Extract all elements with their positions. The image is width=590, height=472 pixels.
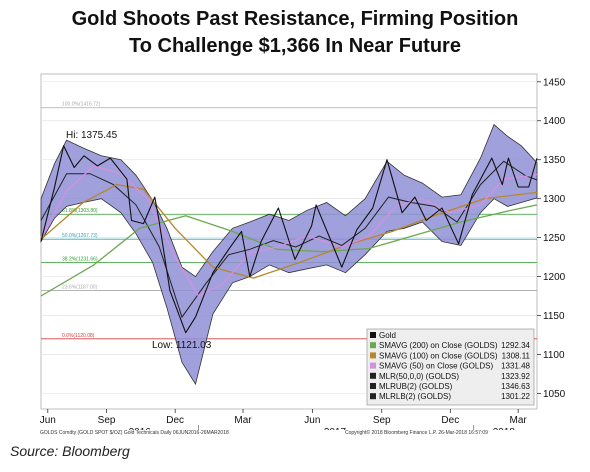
legend-value-2: 1308.11 (502, 351, 531, 360)
legend-box (366, 328, 535, 406)
y-axis: 1050 1100 1150 1200 1250 1300 1350 1400 1450 (537, 77, 566, 400)
y-tick-label-1100: 1100 (543, 350, 565, 361)
y-tick-label-1300: 1300 (543, 194, 566, 205)
fib-label-0: 100.0%(1416.72) (62, 102, 101, 108)
legend-label-3: SMAVG (50) on Close (GOLDS) (379, 362, 493, 371)
y-tick-label-1450: 1450 (543, 77, 566, 88)
legend-value-6: 1301.22 (501, 392, 530, 401)
mlr-band (40, 123, 538, 386)
x-tick-label-7: Mar (510, 415, 528, 426)
fib-label-3: 38.2%(1231.66) (62, 257, 98, 263)
legend-swatch-3 (370, 362, 376, 369)
y-tick-label-1200: 1200 (543, 272, 566, 283)
annotation-0: Hi: 1375.45 (66, 130, 118, 141)
legend-label-6: MLRLB(2) (GOLDS) (379, 392, 451, 401)
y-tick-label-1050: 1050 (543, 389, 566, 400)
legend-value-3: 1331.48 (501, 362, 530, 371)
x-tick-label-0: Jun (40, 415, 56, 426)
x-tick-label-6: Dec (441, 415, 459, 426)
annotation-1: Low: 1121.03 (152, 340, 212, 351)
fib-label-4: 23.6%(1187.00) (62, 285, 98, 291)
fib-label-5: 0.0%(1120.08) (62, 333, 95, 339)
title-line-2: To Challenge $1,366 In Near Future (129, 35, 461, 57)
source-note: Source: Bloomberg (10, 443, 130, 459)
legend-value-1: 1292.34 (501, 341, 530, 350)
footer-left: GOLDS Comdty (GOLD SPOT $/OZ) Gold Techn… (40, 430, 229, 436)
legend-swatch-5 (370, 383, 376, 389)
y-tick-label-1350: 1350 (543, 155, 566, 166)
series-lines (40, 145, 538, 334)
y-tick-label-1250: 1250 (543, 233, 566, 244)
legend-value-5: 1346.63 (501, 382, 530, 391)
legend-swatch-4 (370, 372, 376, 379)
x-year-label-0: 2016 (129, 427, 152, 430)
chart-title: Gold Shoots Past Resistance, Firming Pos… (0, 6, 590, 60)
legend-value-4: 1323.92 (501, 372, 530, 381)
legend-swatch-6 (370, 393, 376, 400)
legend-swatch-1 (370, 342, 376, 349)
x-tick-label-4: Jun (304, 415, 320, 426)
x-tick-label-5: Sep (373, 415, 391, 426)
series-line-2 (40, 183, 538, 279)
annotations: Hi: 1375.45 Low: 1121.03 (66, 130, 212, 351)
x-year-label-2: 2018 (493, 427, 516, 430)
x-year-label-1: 2017 (324, 427, 347, 430)
legend-label-1: SMAVG (200) on Close (GOLDS) (379, 341, 498, 350)
legend-label-2: SMAVG (100) on Close (GOLDS) (379, 351, 498, 360)
title-line-1: Gold Shoots Past Resistance, Firming Pos… (71, 8, 519, 30)
legend-swatch-2 (370, 352, 376, 359)
x-tick-label-1: Sep (98, 415, 116, 426)
x-tick-label-3: Mar (234, 415, 252, 426)
gold-chart: 100.0%(1416.72) 61.8%(1303.80) 50.0%(1267.… (40, 73, 566, 430)
legend-label-0: Gold (379, 331, 396, 340)
legend-label-5: MLRUB(2) (GOLDS) (379, 382, 453, 391)
x-axis: Jun Sep Dec Mar Jun Sep Dec Mar 2016 2017 2018 (40, 409, 528, 430)
legend-swatch-0 (370, 332, 376, 338)
y-tick-label-1150: 1150 (543, 311, 565, 322)
series-line-0 (40, 145, 538, 334)
legend-label-4: MLR(50,0,0) (GOLDS) (379, 372, 459, 381)
y-tick-label-1400: 1400 (543, 116, 566, 127)
series-line-3 (40, 165, 538, 297)
x-tick-label-2: Dec (166, 415, 184, 426)
fib-label-2: 50.0%(1267.73) (62, 233, 98, 239)
footer-right: Copyright© 2018 Bloomberg Finance L.P. 2… (345, 430, 488, 436)
fib-label-1: 61.8%(1303.80) (62, 208, 98, 214)
